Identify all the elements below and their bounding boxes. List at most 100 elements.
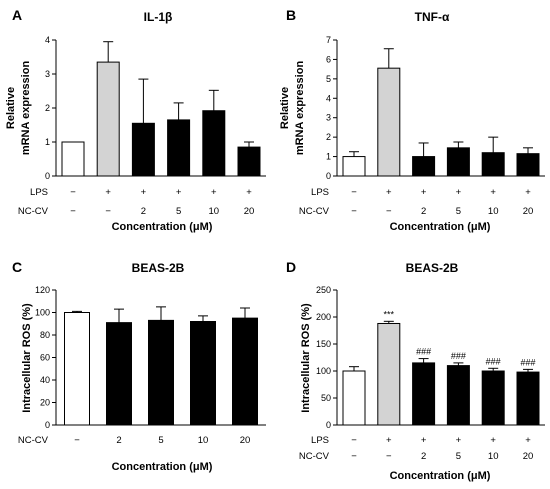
panel-a-ylabel: mRNA expression xyxy=(20,61,32,156)
panel-b-title: TNF-α xyxy=(415,10,450,24)
panel-c-condition-label: 10 xyxy=(198,435,209,446)
panel-a-ylabel: Relative xyxy=(5,87,17,129)
panel-c-bar xyxy=(148,319,174,426)
panel-d-ytick-label: 50 xyxy=(321,393,331,403)
panel-b-condition-label: + xyxy=(456,187,462,198)
panel-a-condition-label: + xyxy=(211,187,217,198)
panel-b-condition-label: 5 xyxy=(456,206,461,217)
panel-a-label: A xyxy=(12,7,22,23)
panel-a-condition-label: 2 xyxy=(141,206,146,217)
panel-c-row-label: NC-CV xyxy=(18,435,49,446)
panel-a-bar xyxy=(131,122,155,177)
panel-d-row-label: NC-CV xyxy=(299,451,330,462)
panel-b-ytick-label: 4 xyxy=(326,93,331,103)
panel-a-condition-label: 5 xyxy=(176,206,181,217)
panel-a-condition-label: + xyxy=(141,187,147,198)
panel-c-label: C xyxy=(12,259,22,275)
panel-c-ytick-label: 120 xyxy=(35,285,50,295)
panel-c-bar xyxy=(232,317,258,426)
panel-c-xlabel: Concentration (μM) xyxy=(112,461,213,473)
panel-b-bar xyxy=(342,156,366,177)
panel-b-ytick-label: 5 xyxy=(326,74,331,84)
panel-a-bar xyxy=(61,141,85,177)
panel-b-condition-label: − xyxy=(386,206,392,217)
panel-d-condition-label: 2 xyxy=(421,451,426,462)
panel-c-condition-label: 20 xyxy=(240,435,251,446)
panel-d-bar xyxy=(481,370,505,426)
panel-b-ytick-label: 2 xyxy=(326,132,331,142)
panel-a-condition-label: − xyxy=(70,206,76,217)
panel-b-ytick-label: 7 xyxy=(326,35,331,45)
panel-d-significance: ### xyxy=(416,347,431,357)
panel-a-ytick-label: 0 xyxy=(45,171,50,181)
panel-b-ytick-label: 3 xyxy=(326,113,331,123)
panel-d-ytick-label: 250 xyxy=(316,285,331,295)
panel-b-bar xyxy=(446,147,470,177)
panel-a-condition-label: + xyxy=(246,187,252,198)
panel-d-bar xyxy=(412,362,436,426)
panel-b-xlabel: Concentration (μM) xyxy=(390,221,491,233)
panel-a-row-label: NC-CV xyxy=(18,206,49,217)
panel-d-label: D xyxy=(286,259,296,275)
panel-a-ytick-label: 3 xyxy=(45,69,50,79)
panel-d-title: BEAS-2B xyxy=(406,261,459,275)
panel-a-ytick-label: 1 xyxy=(45,137,50,147)
panel-b-condition-label: 10 xyxy=(488,206,499,217)
panel-c-ytick-label: 100 xyxy=(35,308,50,318)
panel-c-ylabel: Intracellular ROS (%) xyxy=(21,303,33,413)
panel-c-ytick-label: 80 xyxy=(40,330,50,340)
panel-b-ytick-label: 6 xyxy=(326,54,331,64)
panel-d-ylabel: Intracellular ROS (%) xyxy=(300,303,312,413)
panel-c-ytick-label: 0 xyxy=(45,420,50,430)
panel-d-bar xyxy=(342,370,366,426)
panel-c-ytick-label: 60 xyxy=(40,353,50,363)
panel-b-bar xyxy=(412,156,436,177)
panel-b-condition-label: − xyxy=(351,187,357,198)
panel-d-condition-label: + xyxy=(456,435,462,446)
panel-b-bar xyxy=(377,67,401,177)
panel-a-ytick-label: 4 xyxy=(45,35,50,45)
panel-c-bar xyxy=(190,321,216,426)
panel-d-condition-label: + xyxy=(386,435,392,446)
panel-c-bar xyxy=(106,322,132,426)
panel-a-condition-label: + xyxy=(176,187,182,198)
panel-a-xlabel: Concentration (μM) xyxy=(112,221,213,233)
panel-d-condition-label: 5 xyxy=(456,451,461,462)
panel-b-ytick-label: 1 xyxy=(326,152,331,162)
panel-d-bar xyxy=(377,322,401,426)
panel-a-condition-label: − xyxy=(70,187,76,198)
panel-d-significance: ### xyxy=(451,351,466,361)
panel-a-condition-label: 10 xyxy=(209,206,220,217)
panel-a-bar xyxy=(237,146,261,177)
panel-a-bar xyxy=(167,119,191,177)
panel-b-row-label: NC-CV xyxy=(299,206,330,217)
panel-a-row-label: LPS xyxy=(30,187,48,198)
panel-b-bar xyxy=(516,153,540,177)
panel-b-condition-label: + xyxy=(490,187,496,198)
panel-b-ytick-label: 0 xyxy=(326,171,331,181)
panel-c-ytick-label: 40 xyxy=(40,375,50,385)
panel-d-bar xyxy=(446,365,470,426)
panel-d-ytick-label: 100 xyxy=(316,366,331,376)
panel-a-condition-label: 20 xyxy=(244,206,255,217)
panel-b-ylabel: mRNA expression xyxy=(294,61,306,156)
panel-d-bar xyxy=(516,371,540,426)
panel-b-condition-label: 20 xyxy=(523,206,534,217)
panel-b-ylabel: Relative xyxy=(279,87,291,129)
panel-a-condition-label: − xyxy=(105,206,111,217)
panel-c-condition-label: 2 xyxy=(116,435,121,446)
panel-d-significance: *** xyxy=(384,309,395,319)
panel-b-bar xyxy=(481,152,505,177)
panel-d-condition-label: + xyxy=(490,435,496,446)
panel-a-title: IL-1β xyxy=(144,10,173,24)
panel-d-condition-label: − xyxy=(386,451,392,462)
panel-d-ytick-label: 0 xyxy=(326,420,331,430)
panel-d-condition-label: + xyxy=(525,435,531,446)
panel-d-condition-label: 20 xyxy=(523,451,534,462)
panel-a-ytick-label: 2 xyxy=(45,103,50,113)
panel-c-title: BEAS-2B xyxy=(132,261,185,275)
panel-d-condition-label: − xyxy=(351,451,357,462)
panel-c-condition-label: 5 xyxy=(158,435,163,446)
panel-d-ytick-label: 150 xyxy=(316,339,331,349)
panel-d-significance: ### xyxy=(520,357,535,367)
